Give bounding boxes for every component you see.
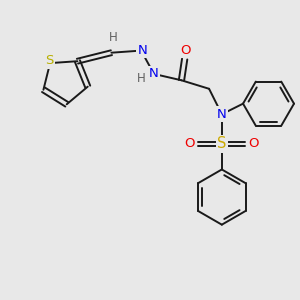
Text: H: H <box>137 72 146 85</box>
Text: H: H <box>109 31 118 44</box>
Text: N: N <box>217 108 227 121</box>
Text: O: O <box>181 44 191 57</box>
Text: N: N <box>149 68 159 80</box>
Text: N: N <box>137 44 147 57</box>
Text: O: O <box>185 137 195 151</box>
Text: S: S <box>217 136 226 152</box>
Text: S: S <box>45 55 53 68</box>
Text: O: O <box>248 137 259 151</box>
